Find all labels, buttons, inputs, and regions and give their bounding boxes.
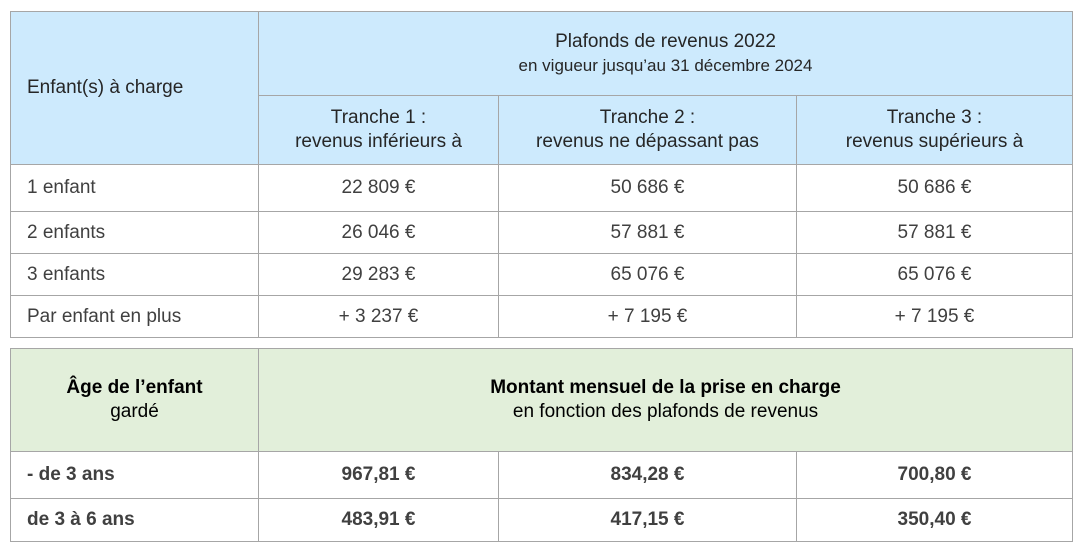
tranche-2-header: Tranche 2 : revenus ne dépassant pas [498, 95, 797, 165]
tranche-3-header: Tranche 3 : revenus supérieurs à [796, 95, 1073, 165]
cell-value: 29 283 € [258, 253, 499, 296]
cell-value: 834,28 € [498, 451, 797, 499]
child-age-subtitle: gardé [110, 401, 159, 422]
monthly-amount-header: Montant mensuel de la prise en charge en… [257, 348, 1074, 452]
table-row: de 3 à 6 ans 483,91 € 417,15 € 350,40 € [10, 498, 1074, 542]
income-ceiling-table: Enfant(s) à charge Plafonds de revenus 2… [10, 11, 1073, 338]
cell-value: 65 076 € [498, 253, 797, 296]
tranche-2-desc: revenus ne dépassant pas [536, 131, 759, 152]
row-label: Par enfant en plus [10, 295, 259, 338]
cell-value: 22 809 € [258, 164, 499, 212]
table-row: 2 enfants 26 046 € 57 881 € 57 881 € [10, 211, 1073, 254]
cell-value: 57 881 € [498, 211, 797, 254]
row-label: 1 enfant [10, 164, 259, 212]
cell-value: + 7 195 € [796, 295, 1073, 338]
monthly-amount-title: Montant mensuel de la prise en charge [490, 377, 841, 398]
cell-value: + 3 237 € [258, 295, 499, 338]
children-header: Enfant(s) à charge [10, 11, 259, 165]
cell-value: 65 076 € [796, 253, 1073, 296]
children-header-label: Enfant(s) à charge [27, 77, 184, 98]
cell-value: + 7 195 € [498, 295, 797, 338]
tranche-3-desc: revenus supérieurs à [845, 131, 1024, 152]
tranche-1-header: Tranche 1 : revenus inférieurs à [258, 95, 499, 165]
row-label: 3 enfants [10, 253, 259, 296]
table-row: - de 3 ans 967,81 € 834,28 € 700,80 € [10, 451, 1074, 499]
income-ceiling-subtitle: en vigueur jusqu’au 31 décembre 2024 [518, 55, 813, 75]
cell-value: 350,40 € [795, 498, 1074, 542]
child-age-title: Âge de l’enfant [66, 377, 203, 398]
table-row: 1 enfant 22 809 € 50 686 € 50 686 € [10, 164, 1073, 212]
row-label: de 3 à 6 ans [10, 498, 259, 542]
monthly-amount-subtitle: en fonction des plafonds de revenus [512, 401, 819, 422]
row-label: 2 enfants [10, 211, 259, 254]
row-label: - de 3 ans [10, 451, 259, 499]
table-row: 3 enfants 29 283 € 65 076 € 65 076 € [10, 253, 1073, 296]
tranche-2-title: Tranche 2 : [599, 107, 696, 128]
cell-value: 50 686 € [498, 164, 797, 212]
cell-value: 967,81 € [258, 451, 499, 499]
cell-value: 50 686 € [796, 164, 1073, 212]
tranche-1-title: Tranche 1 : [330, 107, 427, 128]
tranche-1-desc: revenus inférieurs à [295, 131, 462, 152]
tranche-3-title: Tranche 3 : [886, 107, 983, 128]
cell-value: 700,80 € [795, 451, 1074, 499]
table-row: Par enfant en plus + 3 237 € + 7 195 € +… [10, 295, 1073, 338]
income-ceiling-header: Plafonds de revenus 2022 en vigueur jusq… [258, 11, 1073, 96]
monthly-amount-table: Âge de l’enfant gardé Montant mensuel de… [10, 348, 1074, 542]
cell-value: 26 046 € [258, 211, 499, 254]
child-age-header: Âge de l’enfant gardé [10, 348, 259, 452]
income-ceiling-title: Plafonds de revenus 2022 [555, 30, 776, 52]
cell-value: 483,91 € [258, 498, 499, 542]
cell-value: 57 881 € [796, 211, 1073, 254]
cell-value: 417,15 € [498, 498, 797, 542]
